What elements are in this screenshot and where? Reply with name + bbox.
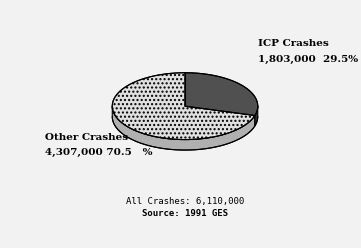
Text: Other Crashes: Other Crashes xyxy=(45,133,128,142)
Polygon shape xyxy=(255,106,258,126)
Polygon shape xyxy=(112,106,255,150)
Polygon shape xyxy=(112,73,255,140)
Text: All Crashes: 6,110,000: All Crashes: 6,110,000 xyxy=(126,197,244,206)
Text: 4,307,000 70.5   %: 4,307,000 70.5 % xyxy=(45,148,153,157)
Text: Source: 1991 GES: Source: 1991 GES xyxy=(142,209,228,217)
Text: ICP Crashes: ICP Crashes xyxy=(258,39,329,48)
Polygon shape xyxy=(185,73,258,116)
Text: 1,803,000  29.5%: 1,803,000 29.5% xyxy=(258,55,358,63)
